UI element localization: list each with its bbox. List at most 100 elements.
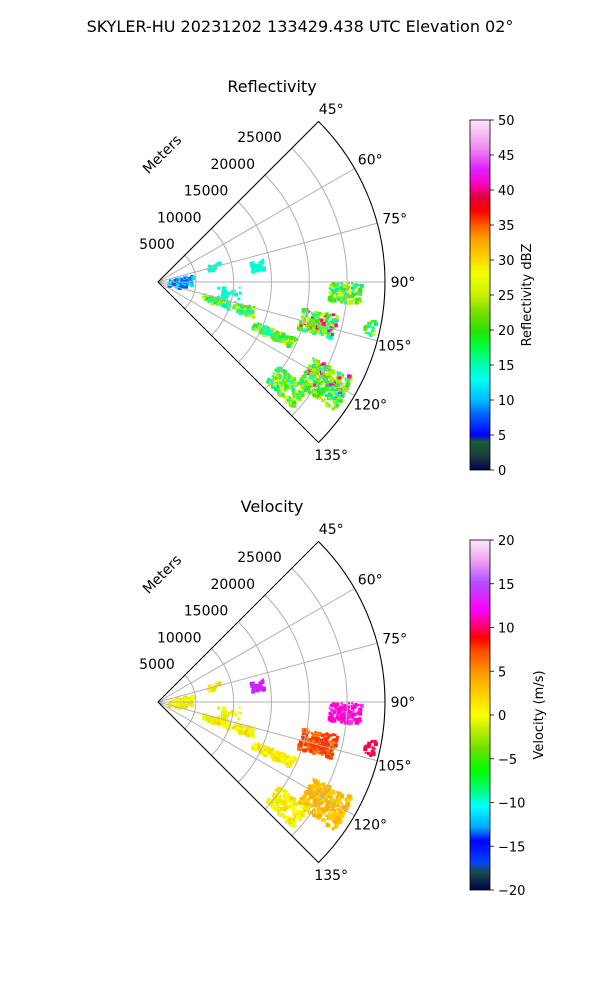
- echo-pixel: [288, 759, 291, 762]
- echo-pixel: [350, 378, 353, 381]
- echo-pixel: [289, 796, 294, 801]
- echo-pixel: [304, 309, 307, 312]
- reflectivity-title: Reflectivity: [227, 77, 316, 96]
- echo-pixel: [234, 292, 238, 297]
- echo-pixel: [317, 802, 320, 805]
- echo-pixel: [279, 381, 283, 385]
- echo-pixel: [259, 266, 264, 270]
- echo-pixel: [346, 300, 349, 303]
- echo-pixel: [321, 802, 324, 805]
- echo-pixel: [280, 387, 284, 391]
- echo-pixel: [246, 729, 251, 734]
- echo-pixel: [320, 380, 323, 383]
- echo-pixel: [241, 724, 244, 727]
- echo-pixel: [313, 383, 317, 387]
- echo-pixel: [246, 306, 249, 309]
- echo-pixel: [312, 390, 316, 394]
- azimuth-tick-label: 60°: [358, 153, 383, 169]
- echo-pixel: [281, 758, 285, 762]
- echo-pixel: [332, 385, 334, 388]
- echo-pixel: [317, 397, 320, 400]
- echo-pixel: [282, 816, 285, 819]
- echo-pixel: [259, 323, 262, 326]
- echo-pixel: [223, 724, 228, 729]
- echo-pixel: [287, 341, 291, 345]
- echo-pixel: [309, 794, 314, 799]
- echo-pixel: [329, 377, 334, 382]
- echo-pixel: [331, 289, 334, 292]
- echo-pixel: [311, 739, 316, 744]
- echo-pixel: [373, 327, 376, 330]
- echo-pixel: [337, 379, 342, 384]
- echo-pixel: [337, 791, 341, 796]
- echo-pixel: [339, 794, 344, 799]
- colorbar-tick-label: 5: [498, 429, 506, 444]
- echo-pixel: [274, 793, 279, 798]
- echo-pixel: [317, 809, 321, 814]
- echo-pixel: [299, 321, 303, 325]
- echo-pixel: [321, 782, 326, 787]
- echo-pixel: [243, 730, 248, 735]
- echo-pixel: [344, 300, 347, 303]
- echo-pixel: [230, 710, 234, 714]
- echo-pixel: [276, 338, 280, 342]
- echo-pixel: [335, 318, 338, 322]
- echo-pixel: [276, 334, 280, 338]
- echo-pixel: [285, 335, 289, 339]
- velocity-panel: Velocity 45°60°75°90°105°120°135°5000100…: [139, 497, 547, 899]
- echo-pixel: [216, 717, 221, 722]
- echo-pixel: [333, 711, 336, 714]
- echo-pixel: [280, 804, 283, 807]
- echo-pixel: [184, 284, 187, 287]
- echo-pixel: [336, 395, 341, 400]
- echo-pixel: [252, 326, 256, 330]
- echo-pixel: [321, 362, 326, 367]
- echo-pixel: [244, 304, 248, 308]
- echo-pixel: [277, 796, 282, 801]
- echo-pixel: [289, 823, 292, 826]
- azimuth-tick-label: 135°: [314, 868, 348, 884]
- echo-pixel: [340, 297, 342, 300]
- echo-pixel: [374, 323, 378, 327]
- echo-pixel: [293, 394, 298, 399]
- echo-pixel: [281, 333, 284, 337]
- echo-pixel: [341, 374, 344, 376]
- echo-pixel: [308, 730, 311, 733]
- range-tick-label: 5000: [139, 237, 175, 253]
- echo-pixel: [202, 717, 206, 721]
- echo-pixel: [338, 813, 342, 817]
- echo-pixel: [284, 381, 287, 384]
- echo-pixel: [268, 382, 273, 387]
- echo-pixel: [341, 804, 346, 809]
- echo-pixel: [260, 746, 265, 751]
- echo-pixel: [321, 382, 324, 385]
- echo-pixel: [263, 331, 267, 335]
- echo-pixel: [334, 734, 337, 736]
- echo-pixel: [305, 798, 310, 803]
- echo-pixel: [307, 810, 312, 815]
- echo-pixel: [306, 330, 309, 333]
- echo-pixel: [334, 379, 338, 383]
- colorbar-tick-label: 25: [498, 289, 515, 304]
- echo-pixel: [305, 741, 308, 744]
- echo-pixel: [358, 287, 363, 292]
- echo-pixel: [221, 292, 225, 296]
- echo-pixel: [217, 261, 222, 266]
- echo-pixel: [318, 327, 322, 331]
- echo-pixel: [306, 731, 310, 734]
- azimuth-tick-label: 75°: [382, 212, 407, 228]
- echo-pixel: [327, 329, 331, 333]
- echo-pixel: [251, 269, 256, 274]
- echo-pixel: [217, 681, 222, 686]
- echo-pixel: [303, 799, 306, 802]
- echo-pixel: [276, 787, 278, 789]
- echo-pixel: [343, 705, 347, 709]
- echo-pixel: [347, 794, 351, 799]
- echo-pixel: [217, 301, 221, 305]
- echo-pixel: [359, 299, 363, 303]
- echo-pixel: [347, 705, 351, 709]
- echo-pixel: [236, 725, 240, 729]
- echo-pixel: [342, 391, 346, 395]
- range-axis-label: Meters: [140, 132, 185, 177]
- echo-pixel: [317, 817, 320, 820]
